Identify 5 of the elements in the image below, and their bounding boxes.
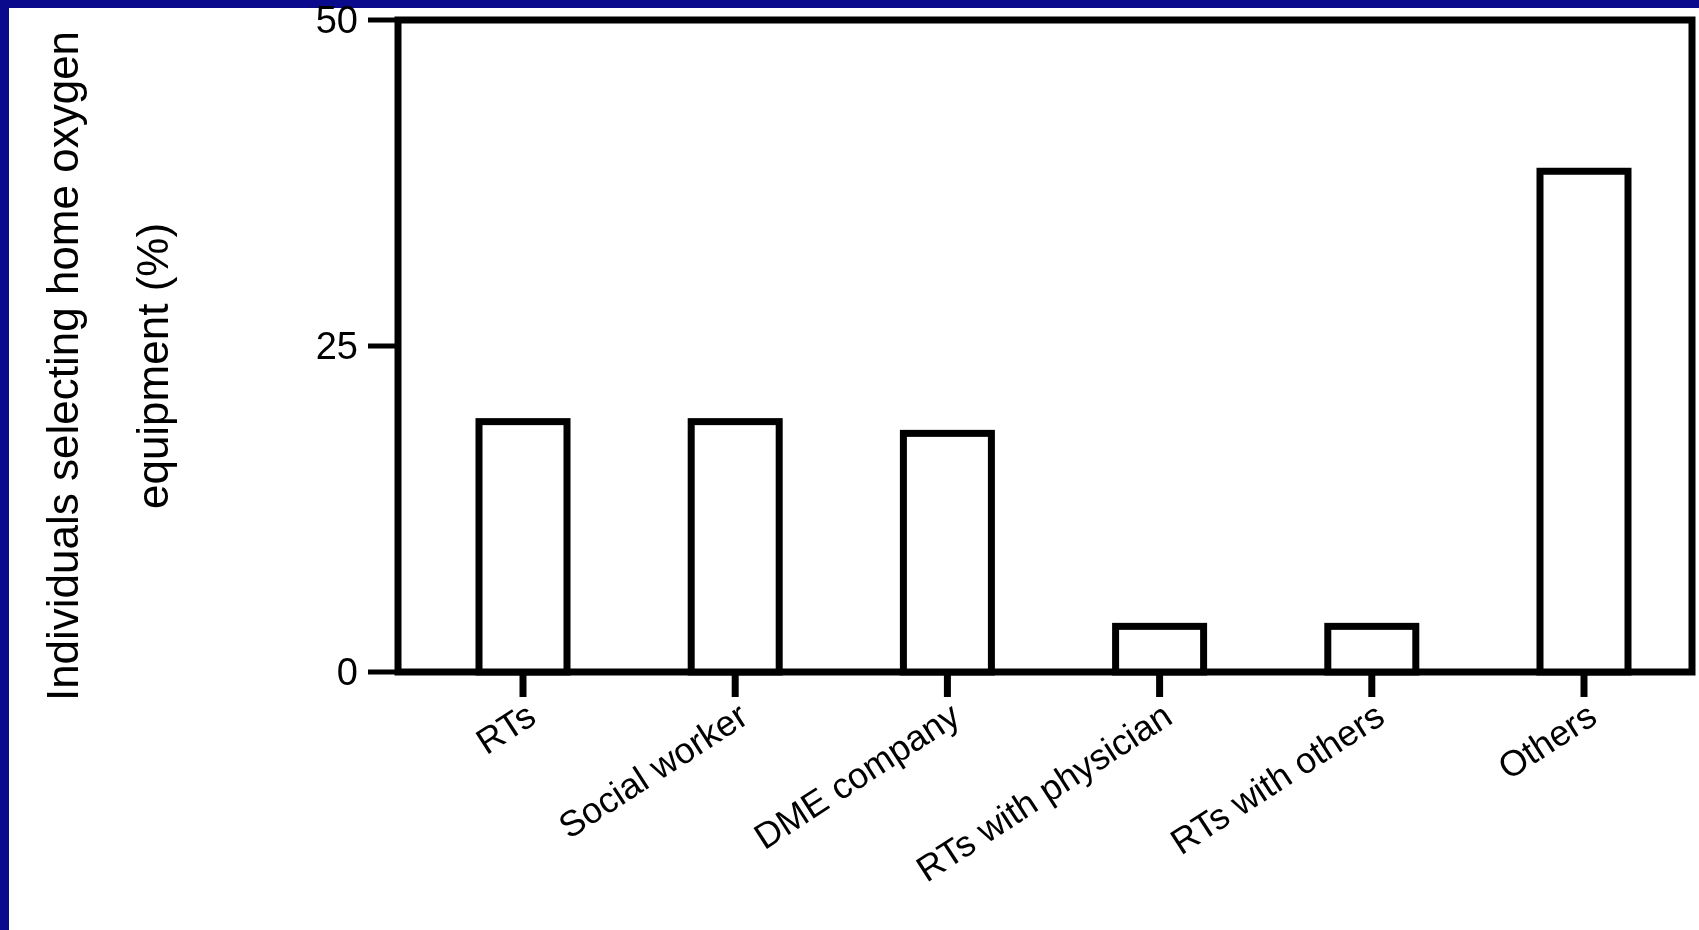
y-axis-title: Individuals selecting home oxygen equipment (%): [38, 30, 177, 702]
y-tick-label: 0: [336, 651, 358, 694]
y-tick-label: 50: [315, 0, 358, 42]
y-tick-label: 25: [315, 325, 358, 368]
x-tick-label: RTs: [468, 694, 543, 763]
